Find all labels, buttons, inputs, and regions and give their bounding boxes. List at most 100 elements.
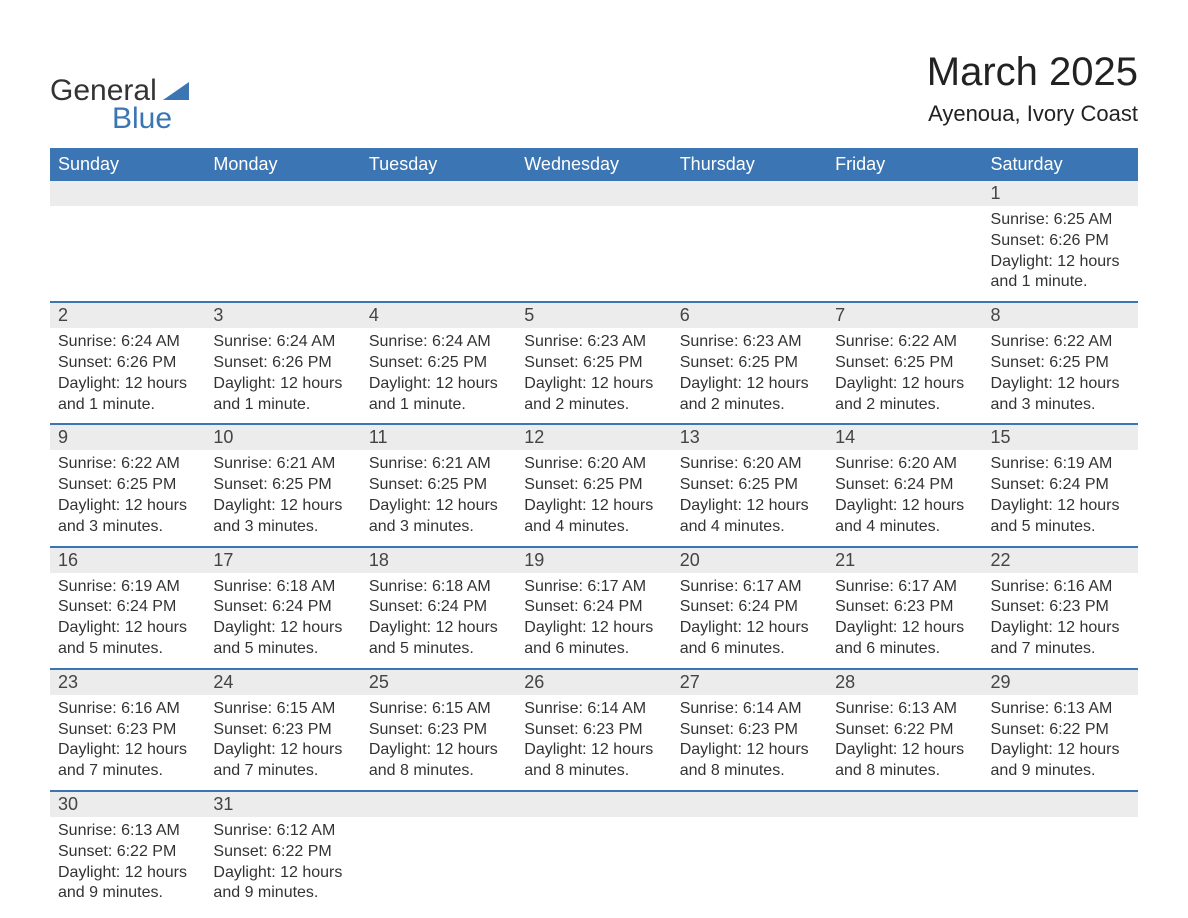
day-number-row: 2345678 [50, 303, 1138, 328]
day-number-cell: 13 [672, 425, 827, 450]
day-number-row: 23242526272829 [50, 670, 1138, 695]
day-number-cell: 22 [983, 548, 1138, 573]
dow-tuesday: Tuesday [361, 148, 516, 181]
sunset-text: Sunset: 6:22 PM [991, 720, 1130, 741]
sunset-text: Sunset: 6:25 PM [58, 475, 197, 496]
day-detail-cell [516, 206, 671, 302]
day-number-cell: 30 [50, 792, 205, 817]
sunset-text: Sunset: 6:25 PM [835, 353, 974, 374]
day-detail-cell: Sunrise: 6:12 AMSunset: 6:22 PMDaylight:… [205, 817, 360, 912]
day-detail-cell [672, 817, 827, 912]
sunrise-text: Sunrise: 6:24 AM [369, 332, 508, 353]
day-number-cell: 11 [361, 425, 516, 450]
sunrise-text: Sunrise: 6:19 AM [58, 577, 197, 598]
day-detail-row: Sunrise: 6:24 AM Sunset: 6:26 PM Daylight:… [50, 328, 1138, 424]
day-detail-row: Sunrise: 6:25 AMSunset: 6:26 PMDaylight:… [50, 206, 1138, 302]
sunset-text: Sunset: 6:23 PM [680, 720, 819, 741]
day-detail-cell: Sunrise: 6:18 AMSunset: 6:24 PMDaylight:… [205, 573, 360, 669]
day-number-cell: 19 [516, 548, 671, 573]
daylight-text: Daylight: 12 hours and 8 minutes. [680, 740, 819, 782]
sunset-text: Sunset: 6:24 PM [369, 597, 508, 618]
page-header: General Blue March 2025 Ayenoua, Ivory C… [50, 50, 1138, 136]
sunset-text: Sunset: 6:22 PM [213, 842, 352, 863]
day-number-cell: 7 [827, 303, 982, 328]
logo-word2: Blue [112, 102, 189, 136]
day-detail-cell [361, 206, 516, 302]
sunrise-text: Sunrise: 6:21 AM [369, 454, 508, 475]
day-number-cell [205, 181, 360, 206]
day-number-row: 9101112131415 [50, 425, 1138, 450]
day-detail-cell: Sunrise: 6:13 AMSunset: 6:22 PMDaylight:… [827, 695, 982, 791]
day-detail-cell: Sunrise: 6:22 AMSunset: 6:25 PMDaylight:… [827, 328, 982, 424]
day-number-cell: 24 [205, 670, 360, 695]
day-detail-cell [827, 206, 982, 302]
sunrise-text: Sunrise: 6:15 AM [213, 699, 352, 720]
day-detail-cell [361, 817, 516, 912]
sunrise-text: Sunrise: 6:16 AM [58, 699, 197, 720]
daylight-text: Daylight: 12 hours and 3 minutes. [58, 496, 197, 538]
sunrise-text: Sunrise: 6:20 AM [680, 454, 819, 475]
day-detail-cell: Sunrise: 6:17 AMSunset: 6:23 PMDaylight:… [827, 573, 982, 669]
day-detail-cell [983, 817, 1138, 912]
sunset-text: Sunset: 6:25 PM [213, 475, 352, 496]
day-detail-cell: Sunrise: 6:17 AMSunset: 6:24 PMDaylight:… [516, 573, 671, 669]
sunrise-text: Sunrise: 6:18 AM [213, 577, 352, 598]
sunset-text: Sunset: 6:25 PM [524, 475, 663, 496]
sunrise-text: Sunrise: 6:15 AM [369, 699, 508, 720]
sunset-text: Sunset: 6:25 PM [680, 353, 819, 374]
daylight-text: Daylight: 12 hours and 8 minutes. [835, 740, 974, 782]
day-detail-cell: Sunrise: 6:22 AMSunset: 6:25 PMDaylight:… [983, 328, 1138, 424]
day-detail-cell: Sunrise: 6:18 AMSunset: 6:24 PMDaylight:… [361, 573, 516, 669]
day-detail-cell: Sunrise: 6:25 AMSunset: 6:26 PMDaylight:… [983, 206, 1138, 302]
daylight-text: Daylight: 12 hours and 2 minutes. [680, 374, 819, 416]
daylight-text: Daylight: 12 hours and 9 minutes. [213, 863, 352, 905]
sunrise-text: Sunrise: 6:14 AM [524, 699, 663, 720]
day-number-cell [827, 181, 982, 206]
sunset-text: Sunset: 6:24 PM [680, 597, 819, 618]
day-detail-cell [205, 206, 360, 302]
day-detail-cell: Sunrise: 6:20 AMSunset: 6:25 PMDaylight:… [672, 450, 827, 546]
day-number-cell: 23 [50, 670, 205, 695]
daylight-text: Daylight: 12 hours and 6 minutes. [524, 618, 663, 660]
day-number-cell: 27 [672, 670, 827, 695]
sunset-text: Sunset: 6:22 PM [835, 720, 974, 741]
sunset-text: Sunset: 6:23 PM [213, 720, 352, 741]
day-number-row: 1 [50, 181, 1138, 206]
daylight-text: Daylight: 12 hours and 6 minutes. [680, 618, 819, 660]
daylight-text: Daylight: 12 hours and 5 minutes. [58, 618, 197, 660]
daylight-text: Daylight: 12 hours and 5 minutes. [213, 618, 352, 660]
day-number-row: 16171819202122 [50, 548, 1138, 573]
day-number-cell: 2 [50, 303, 205, 328]
day-number-cell: 21 [827, 548, 982, 573]
sunset-text: Sunset: 6:24 PM [991, 475, 1130, 496]
day-detail-cell: Sunrise: 6:20 AMSunset: 6:25 PMDaylight:… [516, 450, 671, 546]
day-number-cell: 29 [983, 670, 1138, 695]
sunset-text: Sunset: 6:26 PM [213, 353, 352, 374]
sunrise-text: Sunrise: 6:22 AM [991, 332, 1130, 353]
daylight-text: Daylight: 12 hours and 3 minutes. [213, 496, 352, 538]
day-detail-cell: Sunrise: 6:23 AMSunset: 6:25 PMDaylight:… [516, 328, 671, 424]
day-detail-row: Sunrise: 6:13 AMSunset: 6:22 PMDaylight:… [50, 817, 1138, 912]
dow-wednesday: Wednesday [516, 148, 671, 181]
sunrise-text: Sunrise: 6:22 AM [835, 332, 974, 353]
sunset-text: Sunset: 6:23 PM [369, 720, 508, 741]
day-detail-cell: Sunrise: 6:24 AMSunset: 6:25 PMDaylight:… [361, 328, 516, 424]
month-title: March 2025 [927, 50, 1138, 95]
sunrise-text: Sunrise: 6:13 AM [991, 699, 1130, 720]
day-detail-cell: Sunrise: 6:15 AMSunset: 6:23 PMDaylight:… [361, 695, 516, 791]
daylight-text: Daylight: 12 hours and 4 minutes. [835, 496, 974, 538]
day-number-cell [361, 181, 516, 206]
sunrise-text: Sunrise: 6:18 AM [369, 577, 508, 598]
day-number-cell: 15 [983, 425, 1138, 450]
daylight-text: Daylight: 12 hours and 5 minutes. [369, 618, 508, 660]
sunrise-text: Sunrise: 6:12 AM [213, 821, 352, 842]
title-block: March 2025 Ayenoua, Ivory Coast [927, 50, 1138, 127]
day-number-cell: 5 [516, 303, 671, 328]
daylight-text: Daylight: 12 hours and 7 minutes. [991, 618, 1130, 660]
day-number-cell: 3 [205, 303, 360, 328]
day-number-cell: 31 [205, 792, 360, 817]
day-number-cell: 17 [205, 548, 360, 573]
sunset-text: Sunset: 6:26 PM [991, 231, 1130, 252]
day-detail-cell [672, 206, 827, 302]
daylight-text: Daylight: 12 hours and 4 minutes. [680, 496, 819, 538]
